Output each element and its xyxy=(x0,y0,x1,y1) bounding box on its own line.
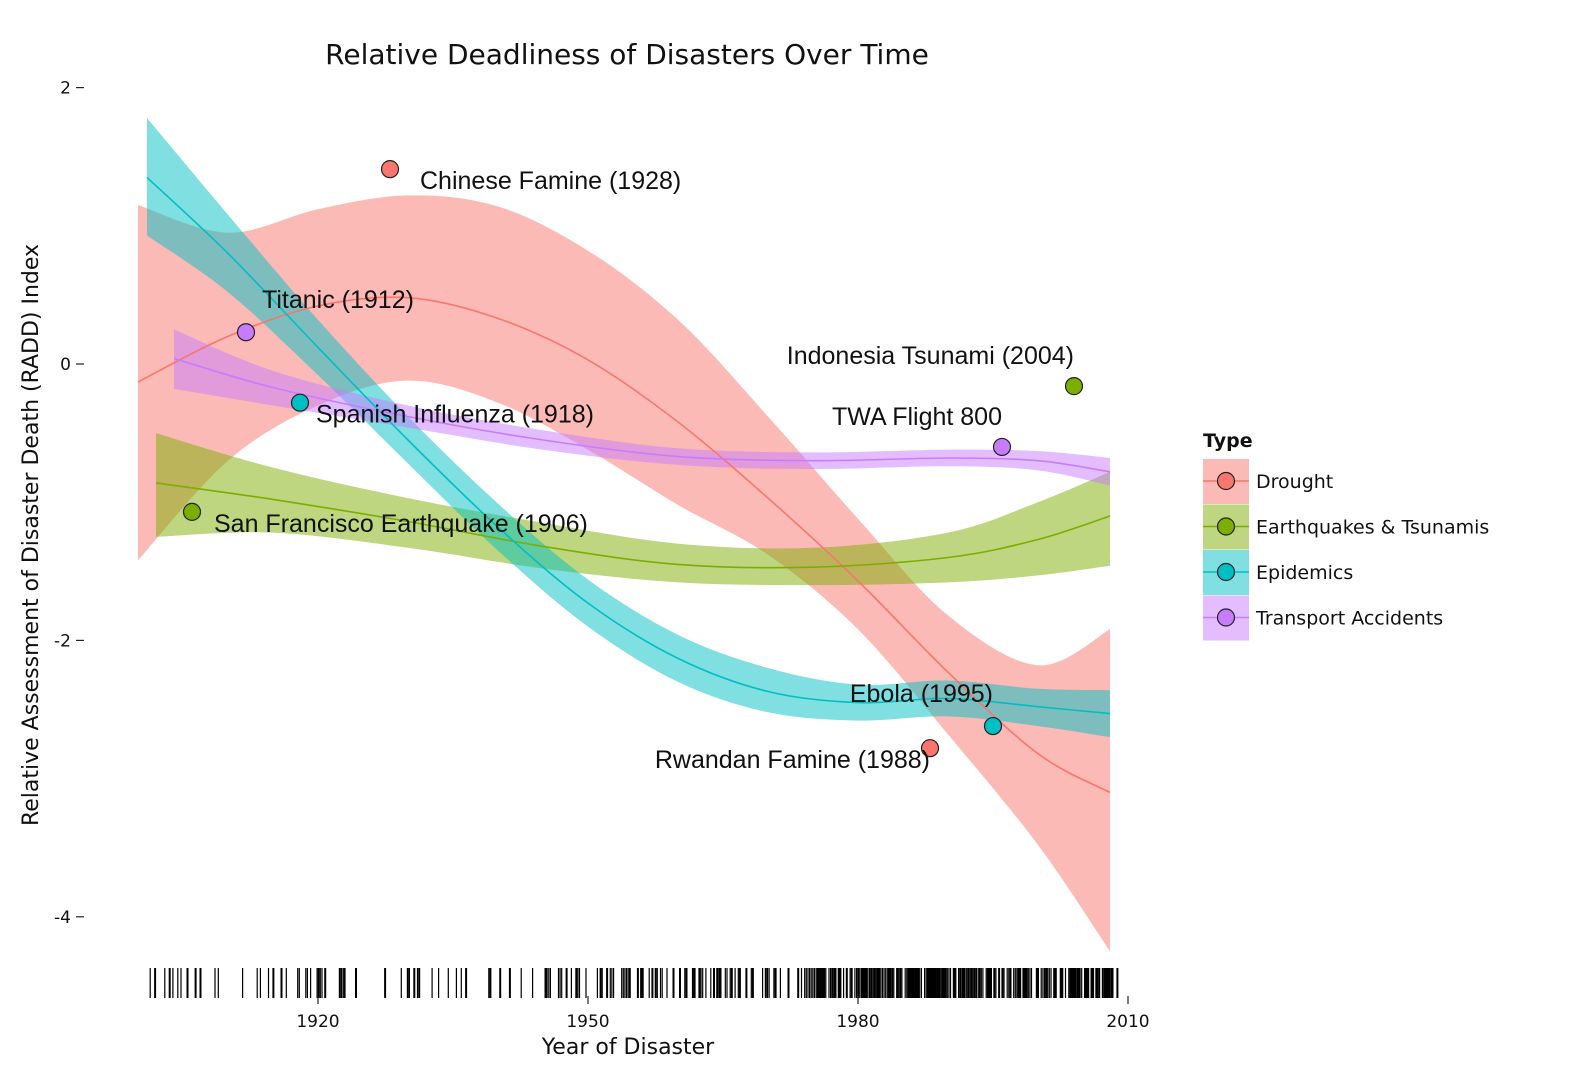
annotation-transport-accidents-0: Titanic (1912) xyxy=(262,286,414,314)
x-tick-label: 2010 xyxy=(1106,1012,1149,1032)
legend: Type Drought Earthquakes & Tsunamis Epidem… xyxy=(1203,430,1489,641)
y-tick-label: -4 xyxy=(54,908,71,928)
legend-title: Type xyxy=(1203,430,1253,452)
band-epidemics xyxy=(147,118,1110,738)
y-tick-label: 0 xyxy=(60,355,71,375)
smooth-line-transport-accidents xyxy=(173,357,1111,473)
point-drought-0 xyxy=(380,160,400,179)
annotation-epidemics-1: Ebola (1995) xyxy=(850,680,993,708)
data-points xyxy=(182,160,1084,758)
chart-title: Relative Deadliness of Disasters Over Ti… xyxy=(325,38,929,71)
x-tick-label: 1920 xyxy=(296,1012,339,1032)
smooth-line-drought xyxy=(137,296,1111,794)
rug-marks xyxy=(149,968,1119,998)
annotation-earthquakes-tsunamis-1: Indonesia Tsunami (2004) xyxy=(787,342,1074,370)
legend-key-transport-accidents xyxy=(1216,608,1236,627)
annotation-transport-accidents-1: TWA Flight 800 xyxy=(832,403,1002,431)
point-annotations: Chinese Famine (1928) Rwandan Famine (198… xyxy=(214,167,1074,774)
x-axis-ticks: 1920 1950 1980 2010 xyxy=(296,996,1150,1032)
annotation-drought-0: Chinese Famine (1928) xyxy=(420,167,681,195)
x-axis-label: Year of Disaster xyxy=(541,1035,715,1060)
annotation-epidemics-0: Spanish Influenza (1918) xyxy=(316,401,594,429)
smooth-line-epidemics xyxy=(146,176,1111,715)
legend-key-drought xyxy=(1216,471,1236,491)
smooth-lines xyxy=(137,176,1111,794)
legend-key-earthquakes-tsunamis xyxy=(1216,517,1236,536)
point-drought-1 xyxy=(920,739,940,758)
y-axis-ticks: 2 0 -2 -4 xyxy=(54,79,84,928)
y-tick-label: 2 xyxy=(60,79,71,99)
x-tick-label: 1950 xyxy=(566,1012,609,1032)
y-axis-label: Relative Assessment of Disaster Death (R… xyxy=(19,244,44,826)
point-transport-accidents-1 xyxy=(992,437,1012,457)
point-epidemics-1 xyxy=(983,716,1003,736)
point-earthquakes-tsunamis-0 xyxy=(182,502,202,521)
legend-label-earthquakes-tsunamis: Earthquakes & Tsunamis xyxy=(1256,517,1489,539)
band-earthquakes-tsunamis xyxy=(156,433,1110,586)
x-tick-label: 1980 xyxy=(836,1012,879,1032)
y-tick-label: -2 xyxy=(54,631,71,651)
legend-label-transport-accidents: Transport Accidents xyxy=(1255,608,1443,630)
point-epidemics-0 xyxy=(290,393,310,412)
legend-label-drought: Drought xyxy=(1256,471,1333,493)
point-transport-accidents-0 xyxy=(236,323,256,342)
smooth-line-earthquakes-tsunamis xyxy=(155,482,1111,569)
legend-label-epidemics: Epidemics xyxy=(1256,562,1353,584)
point-earthquakes-tsunamis-1 xyxy=(1064,377,1084,396)
annotation-drought-1: Rwandan Famine (1988) xyxy=(655,746,930,774)
annotation-earthquakes-tsunamis-0: San Francisco Earthquake (1906) xyxy=(214,510,588,538)
legend-key-epidemics xyxy=(1216,562,1236,582)
